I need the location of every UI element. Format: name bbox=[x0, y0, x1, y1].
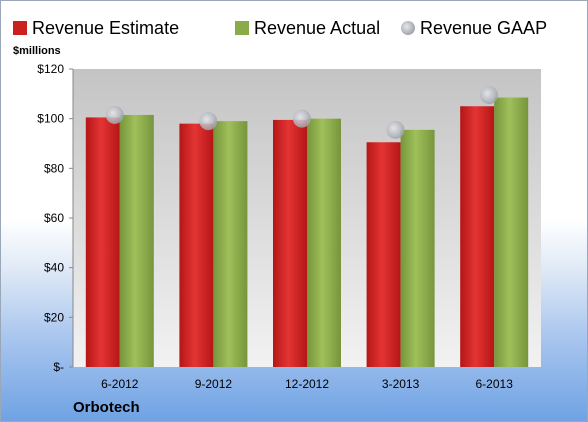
revenue-estimate-bar bbox=[366, 142, 401, 367]
x-axis: 6-2012 9-2012 12-2012 3-2013 6-2013 bbox=[101, 377, 513, 391]
company-name: Orbotech bbox=[73, 399, 140, 416]
revenue-actual-bar bbox=[494, 97, 529, 367]
revenue-actual-bar bbox=[119, 114, 154, 367]
revenue-gaap-legend-swatch bbox=[401, 21, 415, 35]
revenue-gaap-marker bbox=[386, 120, 405, 139]
gaap-markers bbox=[105, 86, 499, 139]
revenue-gaap-marker bbox=[105, 105, 124, 124]
x-tick-label: 6-2013 bbox=[476, 377, 514, 391]
revenue-gaap-legend-label: Revenue GAAP bbox=[420, 18, 547, 38]
revenue-gaap-marker bbox=[199, 112, 218, 131]
x-tick-label: 6-2012 bbox=[101, 377, 139, 391]
revenue-actual-bar bbox=[307, 118, 341, 368]
y-tick-label: $60 bbox=[44, 211, 64, 225]
revenue-estimate-bar bbox=[460, 106, 495, 367]
revenue-actual-bar bbox=[400, 129, 435, 367]
revenue-gaap-marker bbox=[480, 86, 499, 105]
x-tick-label: 12-2012 bbox=[285, 377, 329, 391]
revenue-estimate-legend-swatch bbox=[13, 21, 27, 35]
y-tick-label: $120 bbox=[37, 62, 64, 76]
y-tick-label: $20 bbox=[44, 310, 64, 324]
y-tick-label: $100 bbox=[37, 112, 64, 126]
revenue-estimate-legend-label: Revenue Estimate bbox=[32, 18, 179, 38]
x-tick-label: 3-2013 bbox=[382, 377, 420, 391]
x-tick-label: 9-2012 bbox=[195, 377, 233, 391]
revenue-estimate-bar bbox=[273, 119, 307, 368]
y-tick-label: $80 bbox=[44, 161, 64, 175]
y-tick-label: $- bbox=[53, 360, 64, 374]
revenue-actual-bar bbox=[213, 121, 248, 368]
revenue-estimate-bar bbox=[179, 123, 214, 367]
revenue-actual-legend-label: Revenue Actual bbox=[254, 18, 380, 38]
y-axis: $- $20 $40 $60 $80 $100 $120 bbox=[37, 62, 74, 374]
revenue-estimate-bar bbox=[85, 117, 120, 367]
revenue-actual-legend-swatch bbox=[235, 21, 249, 35]
revenue-gaap-marker bbox=[292, 109, 311, 128]
legend: Revenue Estimate Revenue Actual Revenue GA… bbox=[13, 18, 547, 38]
y-axis-unit-label: $millions bbox=[13, 45, 61, 57]
y-tick-label: $40 bbox=[44, 261, 64, 275]
bars bbox=[85, 97, 529, 368]
